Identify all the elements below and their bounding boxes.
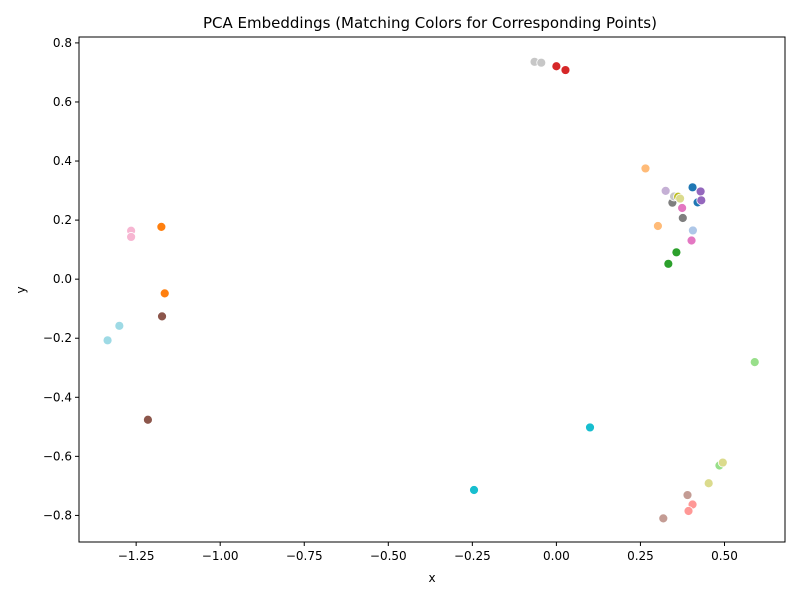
data-point-25 [157, 311, 167, 322]
y-tick-label: 0.2 [53, 213, 72, 227]
data-point-29 [585, 422, 595, 433]
x-axis-label: x [428, 571, 435, 585]
data-point-20 [663, 258, 674, 269]
data-point-27 [114, 320, 125, 331]
y-tick-label: 0.0 [53, 272, 72, 286]
data-point-17 [687, 225, 698, 236]
y-tick-label: 0.8 [53, 36, 72, 50]
data-point-11 [677, 203, 688, 213]
data-point-34 [703, 478, 714, 489]
data-point-1 [536, 57, 547, 68]
data-point-5 [653, 221, 663, 231]
data-point-10 [675, 193, 686, 204]
x-tick-label: −0.50 [370, 549, 407, 563]
data-point-23 [156, 221, 167, 232]
data-point-26 [143, 414, 153, 425]
data-point-16 [696, 195, 707, 206]
data-point-22 [126, 232, 137, 242]
y-tick-label: −0.8 [43, 508, 72, 522]
plot-frame [78, 36, 786, 543]
x-tick-label: −1.25 [118, 549, 155, 563]
data-point-36 [658, 513, 669, 524]
x-tick-label: −1.00 [202, 549, 239, 563]
y-tick-label: 0.6 [53, 95, 72, 109]
x-tick-label: −0.75 [286, 549, 323, 563]
data-point-18 [686, 235, 697, 246]
data-point-3 [560, 65, 571, 75]
y-axis-label: y [14, 286, 28, 293]
x-tick-label: 0.00 [543, 549, 570, 563]
data-point-15 [695, 186, 706, 197]
y-tick-label: −0.2 [43, 331, 72, 345]
data-point-13 [687, 182, 698, 193]
data-point-2 [551, 61, 562, 72]
data-point-12 [677, 213, 688, 223]
chart-title: PCA Embeddings (Matching Colors for Corr… [203, 14, 657, 32]
data-point-19 [671, 247, 682, 258]
x-tick-label: 0.50 [711, 549, 738, 563]
y-tick-label: −0.4 [43, 390, 72, 404]
data-point-24 [159, 288, 170, 299]
data-point-33 [717, 457, 728, 468]
points-layer [102, 56, 760, 524]
y-axis: −0.8 −0.6 −0.4 −0.2 0.0 0.2 0.4 0.6 0.8 [43, 36, 79, 522]
y-tick-label: −0.6 [43, 449, 72, 463]
data-point-31 [749, 357, 760, 368]
data-point-38 [683, 506, 694, 516]
x-axis: −1.25 −1.00 −0.75 −0.50 −0.25 0.00 0.25 0.50 [118, 542, 738, 563]
data-point-30 [469, 485, 479, 495]
y-tick-label: 0.4 [53, 154, 72, 168]
x-tick-label: 0.25 [627, 549, 654, 563]
data-point-6 [660, 185, 671, 196]
data-point-4 [640, 163, 651, 174]
data-point-35 [682, 490, 693, 500]
x-tick-label: −0.25 [454, 549, 491, 563]
data-point-28 [102, 335, 113, 346]
